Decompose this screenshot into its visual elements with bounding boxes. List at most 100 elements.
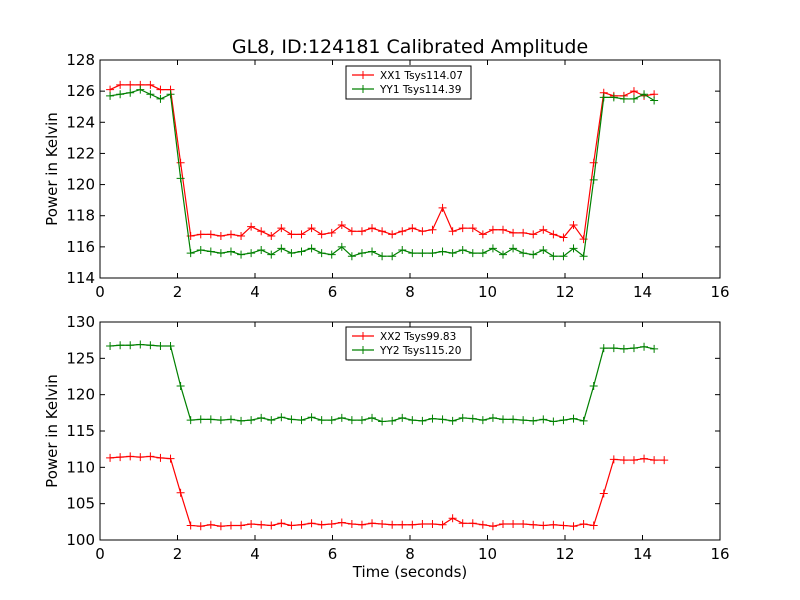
data-point (448, 227, 457, 236)
data-point (418, 520, 427, 529)
data-point (428, 414, 437, 423)
x-tick-label: 12 (555, 283, 574, 301)
data-point (357, 249, 366, 258)
data-point (599, 93, 608, 102)
data-point (488, 225, 497, 234)
data-point (237, 250, 246, 259)
data-point (529, 230, 538, 239)
data-point (458, 245, 467, 254)
data-point (378, 520, 387, 529)
y-tick-label: 115 (66, 422, 95, 440)
data-point (126, 88, 135, 97)
data-point (317, 520, 326, 529)
data-point (206, 520, 215, 529)
data-point (539, 415, 548, 424)
data-point (267, 416, 276, 425)
data-point (549, 252, 558, 261)
data-point (660, 456, 669, 465)
y-tick-label: 124 (66, 113, 95, 131)
data-point (156, 341, 165, 350)
chart-panel-1: 0 2 4 6 8 10 12 14 16 114 116 118 120 122 124 126 128 Pow… (43, 51, 730, 301)
data-point (146, 452, 155, 461)
data-point (136, 340, 145, 349)
data-point (337, 221, 346, 230)
data-point (357, 520, 366, 529)
data-point (186, 249, 195, 258)
data-point (529, 250, 538, 259)
legend-box (345, 326, 472, 361)
data-point (116, 90, 125, 99)
data-point (408, 416, 417, 425)
data-point (519, 249, 528, 258)
data-point (186, 416, 195, 425)
data-point (126, 341, 135, 350)
figure-title: GL8, ID:124181 Calibrated Amplitude (232, 36, 588, 58)
data-point (569, 244, 578, 253)
data-point (136, 85, 145, 94)
data-point (398, 520, 407, 529)
data-point (277, 244, 286, 253)
data-point (579, 252, 588, 261)
x-axis-label: Time (seconds) (352, 563, 468, 581)
y-tick-label: 125 (66, 349, 95, 367)
series-2-2 (106, 340, 659, 426)
data-point (448, 416, 457, 425)
x-tick-label: 16 (710, 283, 729, 301)
x-tick-label: 12 (555, 545, 574, 563)
data-point (458, 519, 467, 528)
y-tick-label: 128 (66, 51, 95, 69)
data-point (408, 249, 417, 258)
data-point (176, 174, 185, 183)
data-point (650, 344, 659, 353)
data-point (579, 520, 588, 529)
data-point (458, 224, 467, 233)
data-point (478, 230, 487, 239)
data-point (317, 416, 326, 425)
data-point (186, 521, 195, 530)
data-point (468, 414, 477, 423)
data-point (327, 416, 336, 425)
data-point (216, 522, 225, 531)
data-point (216, 416, 225, 425)
data-point (126, 80, 135, 89)
y-tick-label: 126 (66, 82, 95, 100)
data-point (609, 455, 618, 464)
data-point (478, 416, 487, 425)
data-point (347, 520, 356, 529)
data-point (408, 520, 417, 529)
x-tick-label: 0 (95, 283, 105, 301)
data-point (146, 341, 155, 350)
data-point (196, 415, 205, 424)
data-point (317, 230, 326, 239)
data-point (347, 416, 356, 425)
data-point (398, 413, 407, 422)
data-point (297, 230, 306, 239)
chart-panel-2: 0 2 4 6 8 10 12 14 16 100 105 110 115 120 125 130 Power … (43, 313, 730, 581)
data-point (388, 416, 397, 425)
data-point (337, 518, 346, 527)
data-point (378, 417, 387, 426)
data-point (499, 415, 507, 424)
data-point (267, 521, 276, 530)
data-point (317, 249, 326, 258)
legend-label: YY2 Tsys115.20 (379, 345, 461, 357)
data-point (247, 416, 256, 425)
data-point (307, 413, 316, 422)
data-point (418, 416, 427, 425)
data-point (640, 342, 649, 351)
data-point (368, 224, 377, 233)
y-tick-label: 105 (66, 495, 95, 513)
data-point (176, 158, 185, 167)
legend: XX1 Tsys114.07 YY1 Tsys114.39 (345, 65, 472, 100)
data-point (398, 227, 407, 236)
data-point (458, 413, 467, 422)
data-point (519, 228, 528, 237)
data-point (549, 520, 558, 529)
data-point (378, 252, 387, 261)
data-point (337, 413, 346, 422)
data-point (509, 520, 518, 529)
data-point (650, 456, 659, 465)
data-point (166, 454, 175, 463)
data-point (176, 488, 185, 497)
